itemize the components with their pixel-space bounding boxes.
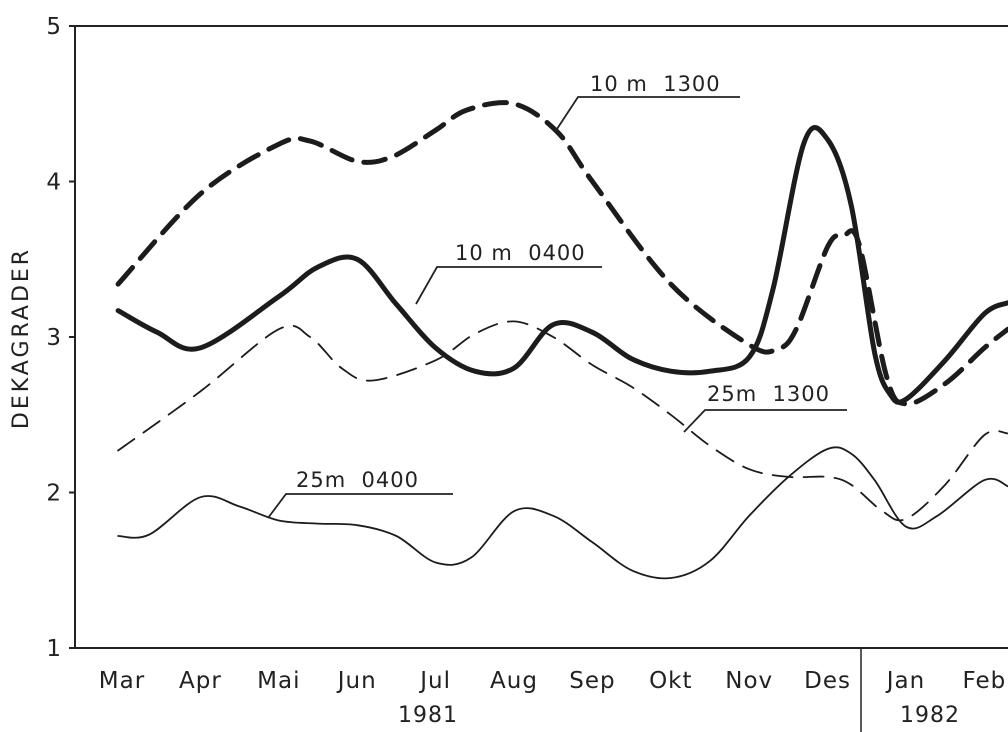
y-axis-title: DEKAGRADER: [9, 247, 34, 429]
x-tick-label: Nov: [725, 668, 773, 694]
x-tick-label: Jan: [885, 668, 925, 694]
year-label-1982: 1982: [900, 703, 960, 728]
annotation-leader-10m-0400: [415, 266, 602, 305]
legend-annotations: 10 m 1300 10 m 0400 25m 1300 25m 0400: [267, 72, 847, 519]
y-tick-label: 2: [46, 481, 62, 507]
annotation-25m-1300: 25m 1300: [683, 382, 847, 433]
year-label-1981: 1981: [398, 703, 458, 728]
x-ticks: Mar Apr Mai Jun Jul Aug Sep Okt Nov Des Jan Feb: [99, 668, 1007, 694]
x-tick-label: Jul: [418, 668, 451, 694]
x-tick-label: Jun: [336, 668, 377, 694]
series-25m-1300-line: [117, 320, 1008, 522]
y-tick-label: 5: [46, 14, 62, 40]
x-tick-label: Aug: [490, 668, 538, 694]
annotation-10m-0400: 10 m 0400: [415, 241, 602, 305]
annotation-label-25m-1300: 25m 1300: [707, 382, 830, 406]
x-tick-label: Mai: [257, 668, 300, 694]
y-ticks: 1 2 3 4 5: [46, 14, 75, 662]
x-tick-label: Sep: [569, 668, 615, 694]
x-tick-label: Apr: [179, 668, 222, 694]
annotation-leader-25m-1300: [683, 409, 847, 433]
y-tick-label: 3: [46, 325, 62, 351]
annotation-leader-25m-0400: [267, 493, 453, 519]
y-axis-label: DEKAGRADER: [9, 247, 34, 429]
annotation-label-25m-0400: 25m 0400: [296, 468, 419, 492]
x-tick-label: Mar: [99, 668, 145, 694]
annotation-25m-0400: 25m 0400: [267, 468, 453, 519]
y-tick-label: 1: [46, 636, 62, 662]
x-tick-label: Okt: [649, 668, 692, 694]
x-tick-label: Feb: [963, 668, 1007, 694]
annotation-label-10m-1300: 10 m 1300: [590, 72, 721, 96]
annotation-10m-1300: 10 m 1300: [554, 72, 740, 133]
series-layer: [115, 100, 1008, 580]
y-tick-label: 4: [46, 170, 62, 196]
x-tick-label: Des: [804, 668, 851, 694]
series-10m-0400-line: [115, 125, 1008, 405]
series-10m-1300-line: [115, 100, 1008, 407]
annotation-label-10m-0400: 10 m 0400: [455, 241, 586, 265]
annotation-leader-10m-1300: [554, 96, 740, 133]
series-25m-0400-line: [117, 446, 1008, 580]
